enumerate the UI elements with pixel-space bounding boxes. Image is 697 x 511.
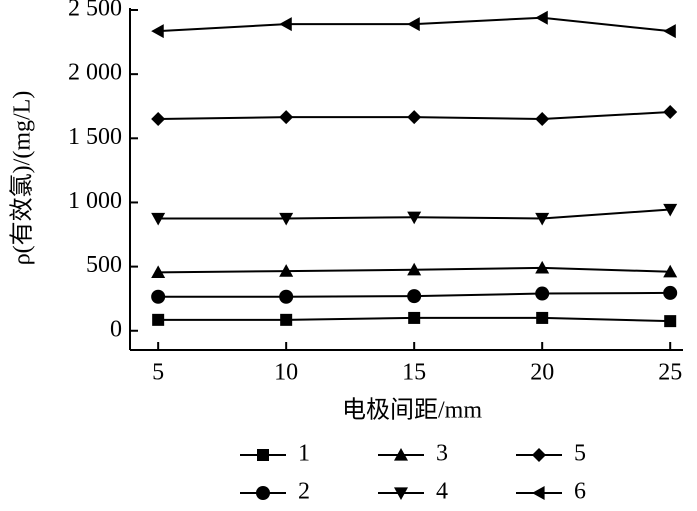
marker [407,262,422,276]
marker [664,315,677,328]
x-tick-label: 10 [274,360,298,386]
marker [280,313,293,326]
marker [151,265,166,278]
legend-marker [256,486,270,500]
y-tick-label: 1 000 [68,188,122,214]
legend-marker [532,486,545,500]
marker [536,311,549,324]
y-tick-label: 2 000 [68,60,122,86]
legend-label: 2 [298,479,310,505]
legend-label: 3 [436,441,448,467]
marker [535,286,550,301]
legend-label: 6 [574,479,586,505]
legend-marker [394,448,408,461]
marker [535,212,550,226]
y-tick-label: 1 500 [68,124,122,150]
marker [663,203,678,217]
marker [279,264,294,277]
marker [151,212,166,226]
x-tick-label: 15 [402,360,426,386]
marker [407,110,422,125]
marker [279,212,294,226]
marker [407,211,422,225]
y-tick-label: 2 500 [68,0,122,22]
legend-marker [532,448,546,462]
y-axis-title: ρ(有效氯)/(mg/L) [9,91,36,266]
marker [151,112,166,127]
legend-label: 5 [574,441,586,467]
x-axis-title: 电极间距/mm [342,397,482,424]
marker [279,17,292,32]
marker [151,24,164,39]
marker [535,260,550,274]
marker [408,311,421,324]
marker [535,112,550,127]
marker [407,289,422,304]
marker [279,110,294,125]
marker [407,17,420,32]
marker [152,313,165,326]
legend-marker [394,487,408,500]
legend-label: 1 [298,441,310,467]
x-tick-label: 20 [530,360,554,386]
marker [663,24,676,39]
marker [663,105,678,119]
marker [151,289,166,304]
x-tick-label: 5 [152,360,164,386]
y-tick-label: 0 [110,316,122,342]
marker [535,10,548,25]
y-tick-label: 500 [86,252,122,278]
marker [663,264,678,278]
marker [279,289,294,304]
legend-marker [257,449,269,461]
marker [663,285,678,300]
legend-label: 4 [436,479,448,505]
x-tick-label: 25 [658,360,682,386]
